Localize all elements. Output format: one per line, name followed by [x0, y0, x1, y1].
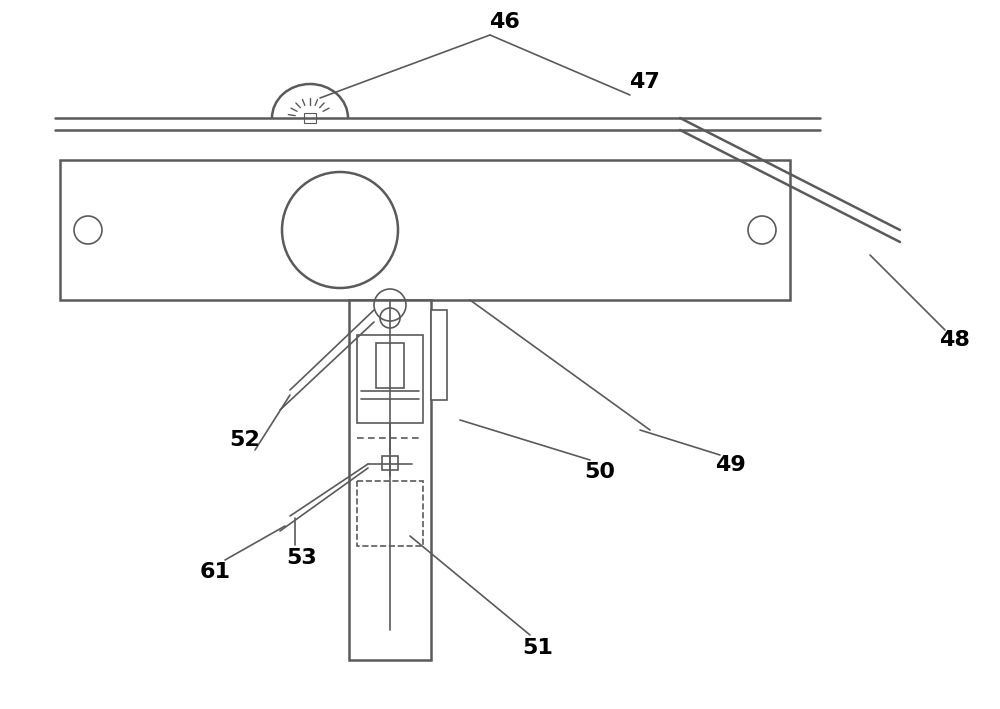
Text: 53: 53 [287, 548, 317, 568]
Bar [349, 300, 431, 660]
Bar [304, 113, 316, 123]
Text: 51: 51 [523, 638, 553, 658]
Bar [431, 310, 447, 400]
Text: 61: 61 [200, 562, 230, 582]
Bar [357, 481, 423, 546]
Text: 49: 49 [715, 455, 745, 475]
Text: 52: 52 [230, 430, 260, 450]
Text: 48: 48 [940, 330, 970, 350]
Bar [60, 160, 790, 300]
Text: 47: 47 [630, 72, 660, 92]
Bar [357, 335, 423, 423]
Text: 50: 50 [584, 462, 616, 482]
Text: 46: 46 [490, 12, 520, 32]
Bar [382, 456, 398, 470]
Bar [376, 343, 404, 388]
